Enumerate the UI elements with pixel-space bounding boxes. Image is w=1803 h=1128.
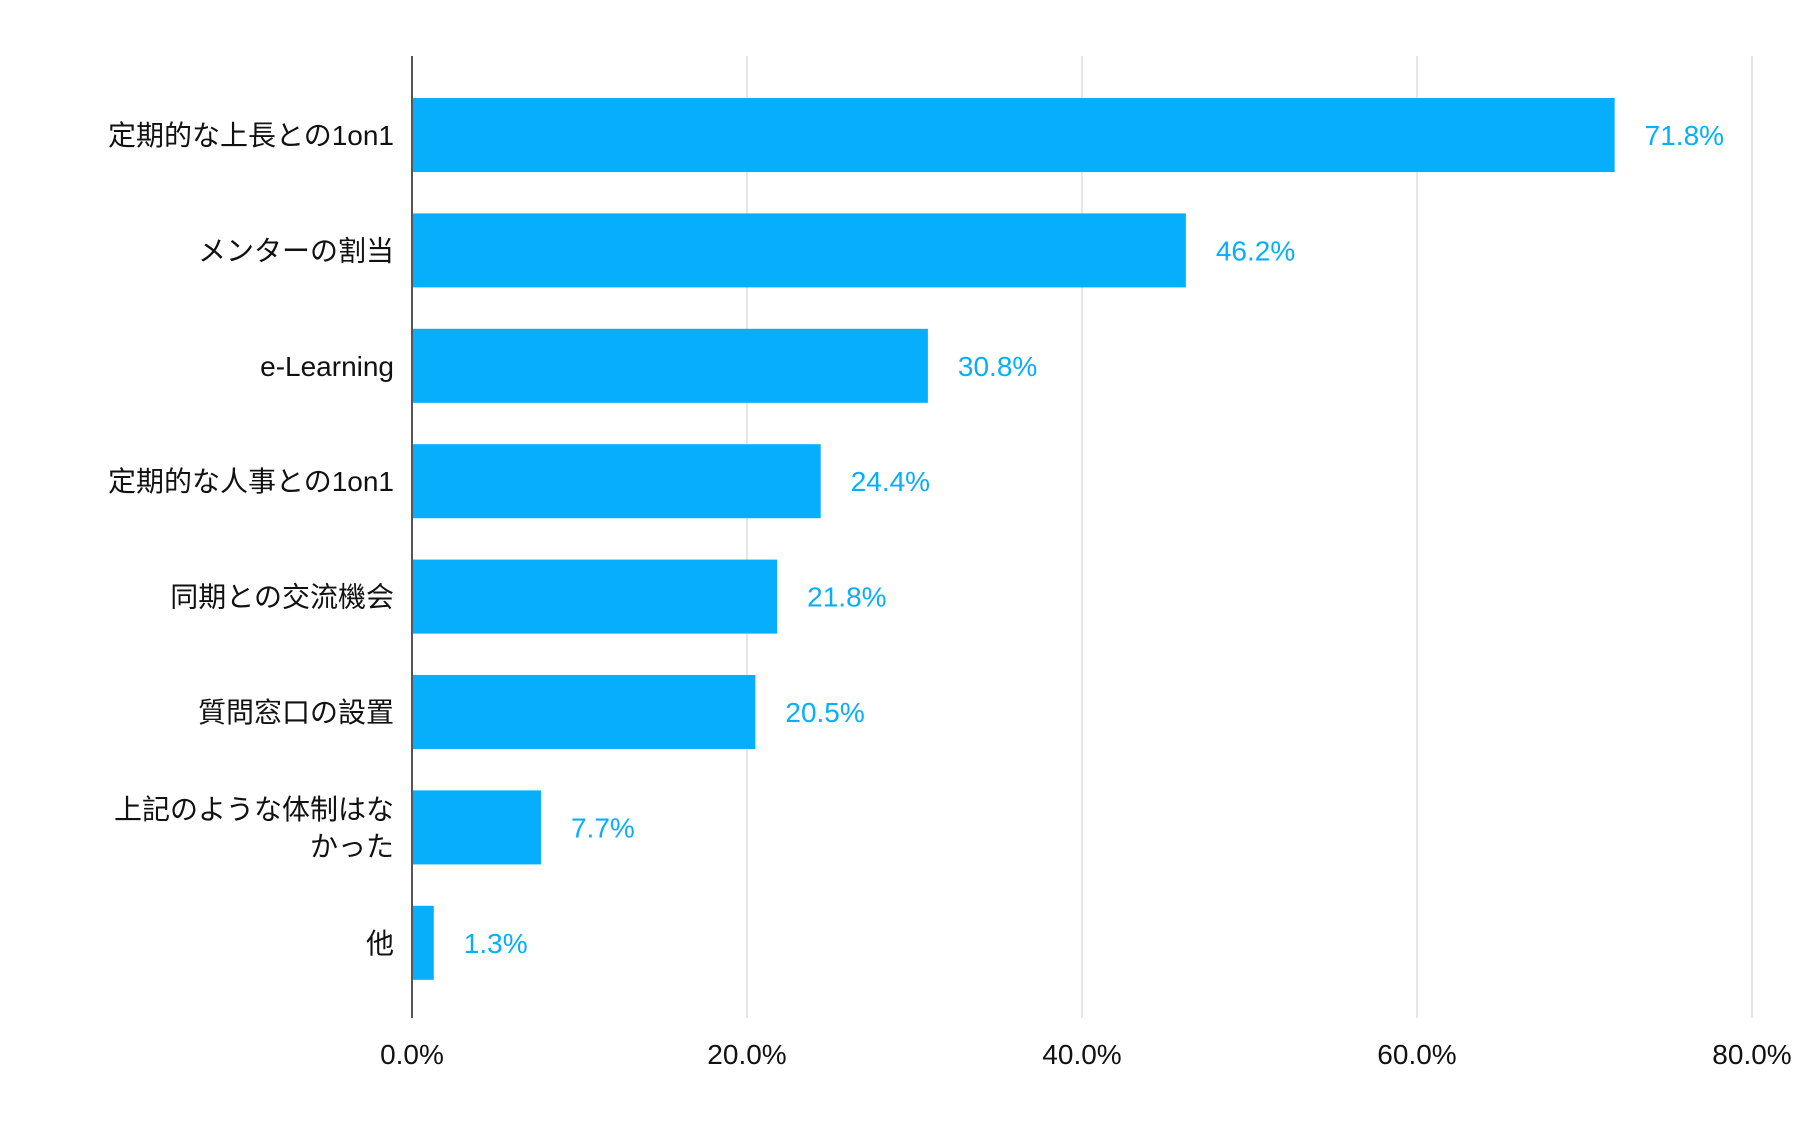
value-label: 1.3% bbox=[464, 928, 528, 959]
value-label: 21.8% bbox=[807, 582, 886, 613]
x-tick-label: 0.0% bbox=[380, 1039, 444, 1070]
category-label: 同期との交流機会 bbox=[170, 582, 394, 613]
value-label: 20.5% bbox=[785, 697, 864, 728]
bar bbox=[412, 675, 756, 749]
category-label: 他 bbox=[366, 928, 394, 959]
category-label: 定期的な上長との1on1 bbox=[108, 120, 394, 151]
value-label: 71.8% bbox=[1645, 120, 1724, 151]
bar bbox=[412, 905, 434, 980]
bar bbox=[412, 790, 541, 865]
category-label: 上記のような体制はな bbox=[114, 794, 394, 825]
gridlines bbox=[746, 56, 1753, 1018]
bars bbox=[412, 98, 1615, 980]
bar bbox=[412, 328, 928, 403]
x-tick-label: 40.0% bbox=[1042, 1039, 1121, 1070]
bar bbox=[412, 559, 778, 634]
category-label: メンターの割当 bbox=[198, 235, 394, 266]
bar bbox=[412, 444, 821, 519]
x-tick-label: 20.0% bbox=[707, 1039, 786, 1070]
value-label: 24.4% bbox=[851, 466, 930, 497]
labels: 0.0% 20.0% 40.0% 60.0% 80.0% 71.8% 定期的な上長との1on… bbox=[108, 120, 1792, 1070]
category-label: かった bbox=[310, 831, 394, 862]
category-label: 定期的な人事との1on1 bbox=[108, 466, 394, 497]
value-label: 46.2% bbox=[1216, 235, 1295, 266]
bar bbox=[412, 98, 1615, 172]
bar bbox=[412, 213, 1186, 288]
category-label: 質問窓口の設置 bbox=[198, 697, 394, 728]
x-tick-label: 80.0% bbox=[1712, 1039, 1791, 1070]
x-tick-label: 60.0% bbox=[1377, 1039, 1456, 1070]
category-label: e-Learning bbox=[260, 351, 394, 382]
value-label: 7.7% bbox=[571, 812, 635, 843]
value-label: 30.8% bbox=[958, 351, 1037, 382]
